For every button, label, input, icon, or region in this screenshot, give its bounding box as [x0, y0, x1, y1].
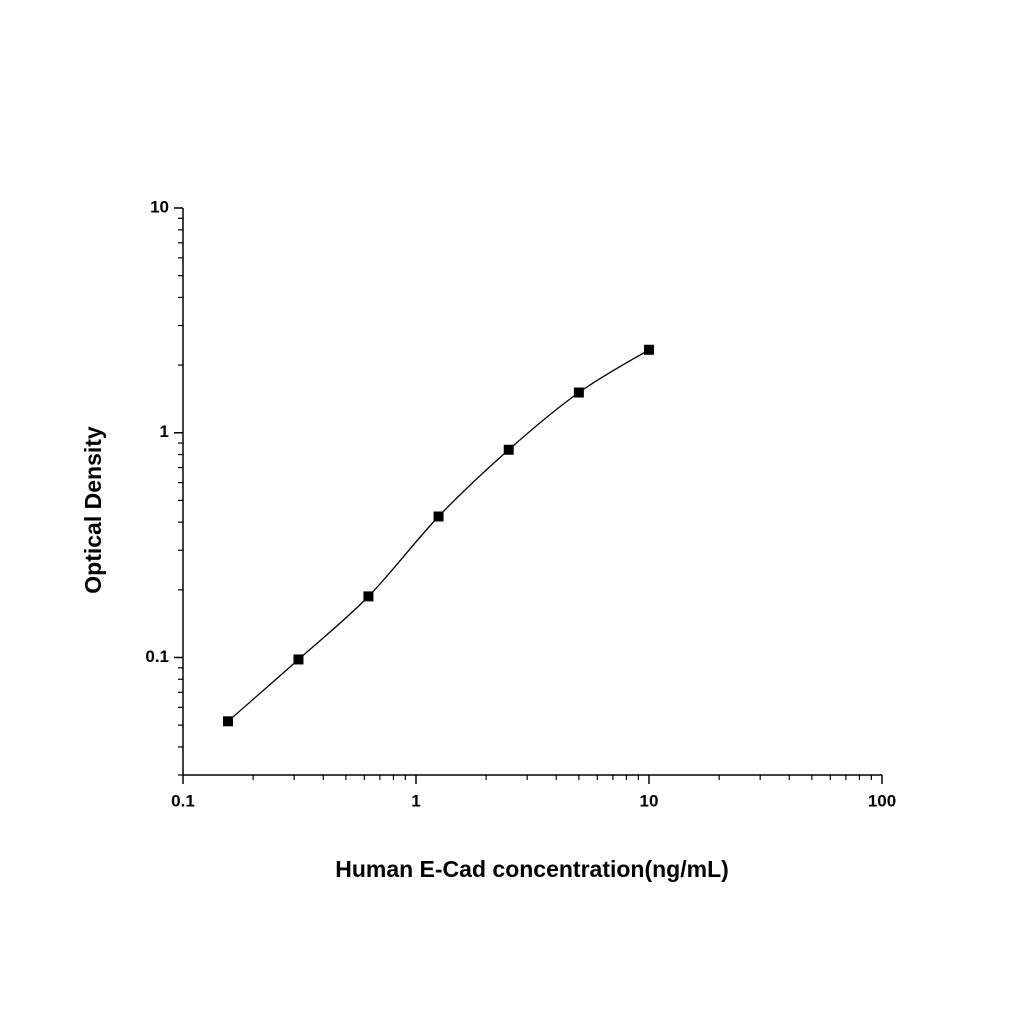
x-tick-label: 10 — [640, 791, 659, 810]
x-axis-title: Human E-Cad concentration(ng/mL) — [335, 856, 729, 882]
data-point — [293, 654, 304, 665]
data-point — [644, 344, 654, 355]
x-tick-label: 100 — [868, 791, 896, 810]
data-point — [503, 444, 514, 455]
y-tick-label: 10 — [150, 197, 169, 216]
x-tick-label: 1 — [411, 791, 420, 810]
y-tick-label: 1 — [160, 422, 169, 441]
y-axis-title: Optical Density — [80, 426, 106, 594]
data-point — [222, 716, 233, 727]
fit-curve — [227, 349, 650, 722]
data-point — [573, 387, 584, 398]
data-point — [433, 511, 444, 522]
y-tick-label: 0.1 — [145, 647, 169, 666]
x-tick-label: 0.1 — [171, 791, 195, 810]
data-point — [363, 591, 374, 602]
